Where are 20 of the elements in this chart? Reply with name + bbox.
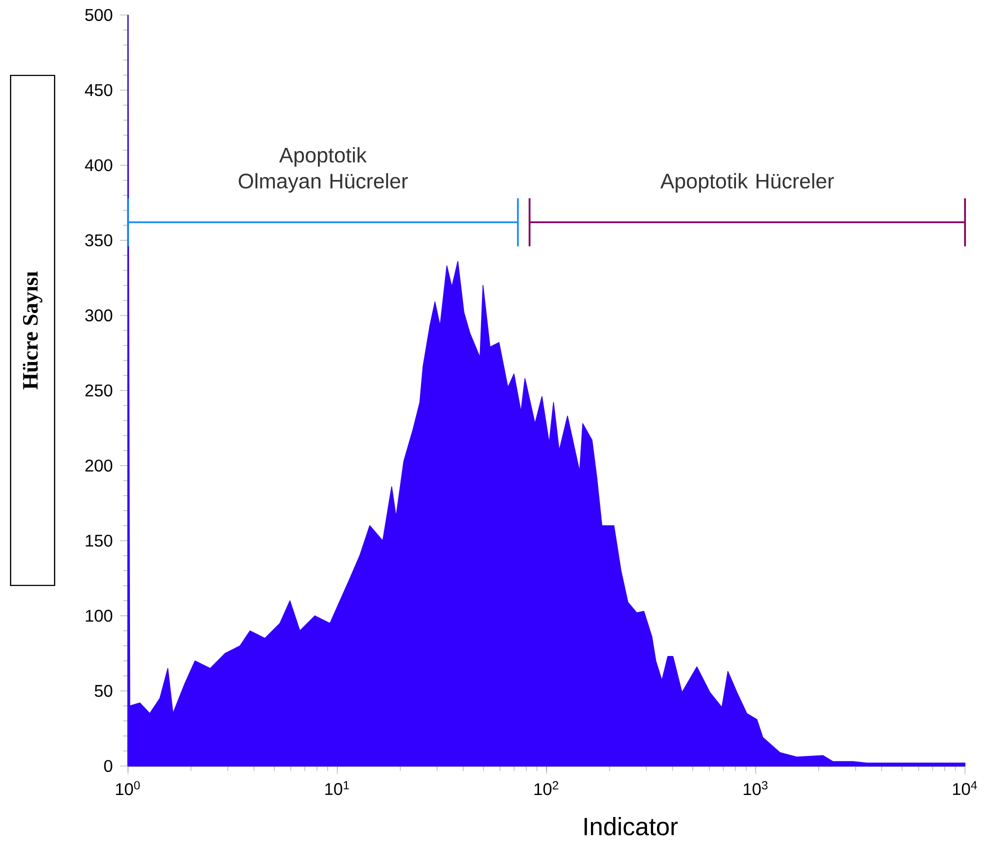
y-tick-label: 200 [85,460,112,472]
x-tick-label: 10$^{4}$ [953,781,977,796]
y-tick-label: 50 [94,684,112,697]
y-tick-label: 100 [86,610,112,622]
x-axis-title: Indicator [584,817,678,836]
y-tick-label: 450 [84,84,112,96]
y-tick-label: 500 [85,8,112,22]
y-tick-label: 400 [84,159,112,172]
y-tick-label: 350 [85,234,112,246]
series-label: Apoptotik Olmayan Hücreler [238,147,408,193]
y-tick-label: 250 [85,384,112,397]
x-tick-label: 10$^{1}$ [325,781,349,796]
y-tick-label: 150 [86,534,112,547]
x-tick-label: 10$^{3}$ [744,781,768,796]
series-label: Apoptotik Hücreler [660,173,834,193]
x-tick-label: 10$^{2}$ [534,781,558,796]
y-axis-title: Hücre Sayısı [22,271,42,390]
y-tick-label: 0 [104,760,112,772]
y-tick-label: 300 [85,309,112,322]
x-tick-label: 10$^{0}$ [116,781,140,796]
